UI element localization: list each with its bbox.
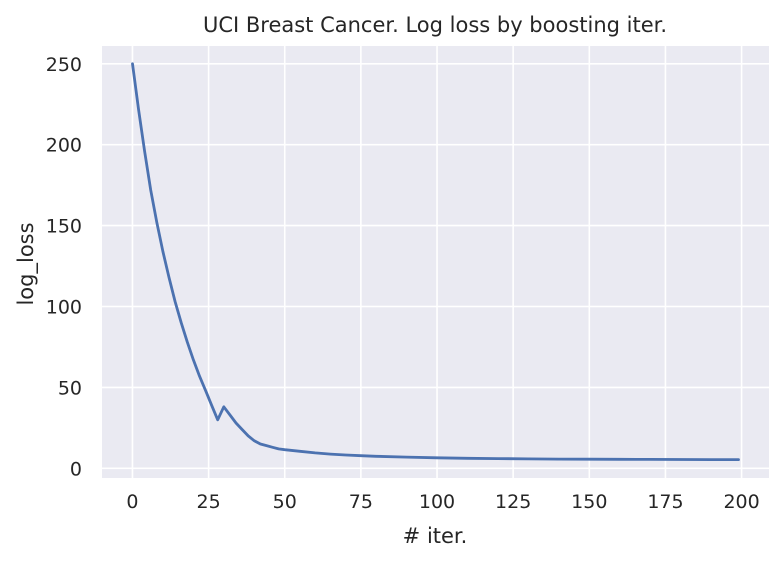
series-layer [131, 62, 740, 462]
x-tick-label: 50 [273, 491, 297, 513]
x-tick-label: 125 [495, 491, 531, 513]
grid-lines [102, 46, 769, 478]
y-tick-label: 200 [46, 135, 82, 157]
x-tick-label: 100 [419, 491, 455, 513]
plot-area [102, 46, 769, 478]
chart-title: UCI Breast Cancer. Log loss by boosting … [203, 13, 667, 37]
y-axis-label: log_loss [14, 222, 39, 305]
y-tick-label: 50 [58, 377, 82, 399]
x-tick-label: 175 [647, 491, 683, 513]
tick-labels: 0 25 50 75 100 125 150 175 200 0 50 100 150 200 250 [46, 54, 760, 513]
y-tick-label: 150 [46, 216, 82, 238]
y-tick-label: 250 [46, 54, 82, 76]
y-tick-label: 100 [46, 296, 82, 318]
x-tick-label: 75 [349, 491, 373, 513]
x-tick-label: 150 [571, 491, 607, 513]
x-tick-label: 25 [197, 491, 221, 513]
x-tick-label: 200 [723, 491, 759, 513]
y-tick-label: 0 [70, 458, 82, 480]
log-loss-series-line [131, 62, 740, 462]
x-tick-label: 0 [126, 491, 138, 513]
x-axis-label: # iter. [403, 524, 468, 548]
